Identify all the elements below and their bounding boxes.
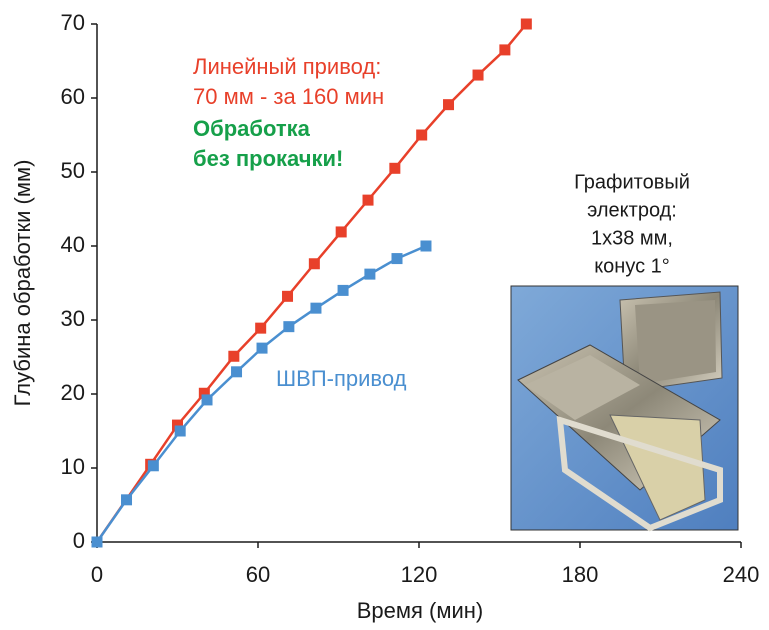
marker [443, 99, 454, 110]
annotation: конус 1° [594, 255, 670, 277]
marker [391, 253, 402, 264]
series-line [97, 246, 426, 542]
marker [92, 537, 103, 548]
x-axis-label: Время (мин) [357, 598, 484, 623]
annotation: Обработка [193, 116, 311, 141]
annotation: без прокачки! [193, 146, 343, 171]
marker [309, 258, 320, 269]
marker [202, 394, 213, 405]
marker [148, 460, 159, 471]
marker [255, 323, 266, 334]
marker [521, 19, 532, 30]
x-tick-label: 120 [401, 562, 438, 587]
y-tick-label: 40 [61, 232, 85, 257]
marker [338, 285, 349, 296]
chart: Время (мин) Глубина обработки (мм) Линей… [0, 0, 769, 630]
x-tick-label: 240 [723, 562, 760, 587]
marker [499, 44, 510, 55]
marker [228, 351, 239, 362]
marker [121, 494, 132, 505]
photo [511, 286, 738, 530]
marker [420, 241, 431, 252]
marker [283, 321, 294, 332]
y-tick-label: 50 [61, 158, 85, 183]
y-tick-label: 10 [61, 454, 85, 479]
x-tick-label: 180 [562, 562, 599, 587]
marker [473, 70, 484, 81]
y-tick-label: 70 [61, 10, 85, 35]
annotation: 1х38 мм, [591, 227, 673, 249]
y-tick-label: 0 [73, 528, 85, 553]
annotation: Графитовый [574, 171, 690, 193]
marker [175, 426, 186, 437]
marker [364, 269, 375, 280]
y-axis-label: Глубина обработки (мм) [10, 160, 35, 407]
marker [416, 130, 427, 141]
x-tick-label: 0 [91, 562, 103, 587]
y-tick-label: 30 [61, 306, 85, 331]
y-tick-label: 60 [61, 84, 85, 109]
annotation: ШВП-привод [276, 366, 407, 391]
annotation: Линейный привод: [193, 54, 381, 79]
marker [310, 303, 321, 314]
annotation: электрод: [587, 199, 677, 221]
marker [257, 343, 268, 354]
marker [363, 195, 374, 206]
marker [231, 366, 242, 377]
y-tick-label: 20 [61, 380, 85, 405]
marker [282, 291, 293, 302]
annotation: 70 мм - за 160 мин [193, 84, 384, 109]
marker [336, 226, 347, 237]
x-tick-label: 60 [246, 562, 270, 587]
marker [389, 163, 400, 174]
